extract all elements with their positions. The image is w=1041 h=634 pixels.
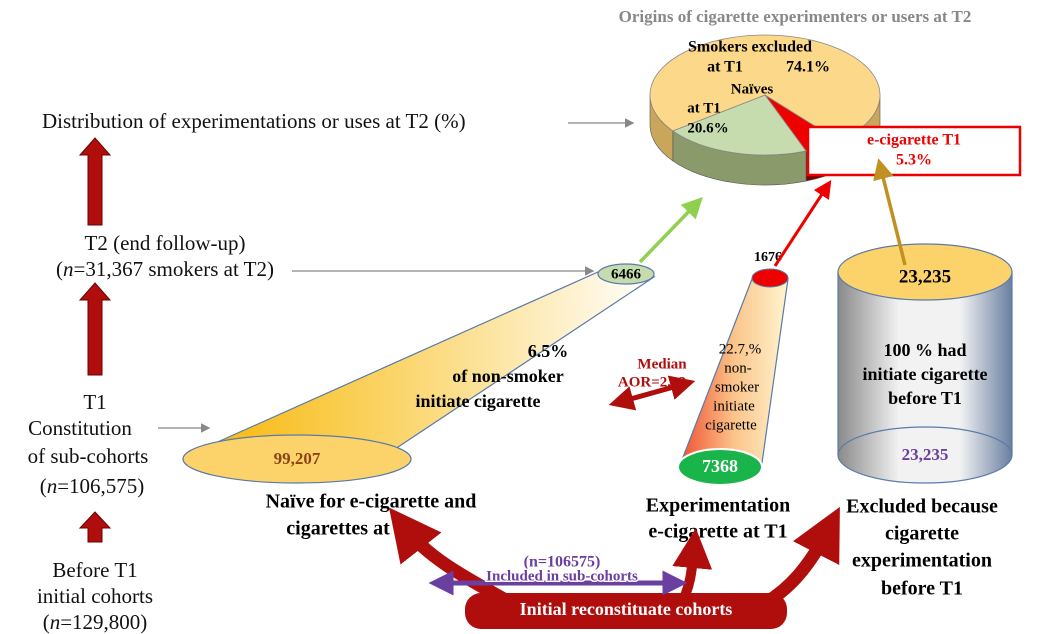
count: 7368 bbox=[702, 456, 738, 476]
caption: experimentation bbox=[852, 550, 992, 572]
cone-text: initiate cigarette bbox=[415, 391, 540, 411]
timeline-label: Constitution bbox=[28, 416, 132, 440]
slice-value: 5.3% bbox=[896, 152, 932, 169]
count: 23,235 bbox=[902, 445, 949, 464]
timeline-label: Distribution of experimentations or uses… bbox=[42, 109, 466, 133]
slice-label: e-cigarette T1 bbox=[867, 132, 961, 149]
cone-top bbox=[752, 269, 788, 287]
diagram: Origins of cigarette experimenters or us… bbox=[0, 0, 1041, 634]
cylinder-text: 100 % had bbox=[883, 340, 966, 360]
up-arrow bbox=[80, 512, 110, 542]
timeline-label: T2 (end follow-up) bbox=[85, 231, 246, 255]
slice-label: 20.6% bbox=[687, 120, 728, 136]
pie-title: Origins of cigarette experimenters or us… bbox=[619, 7, 972, 26]
text-part: n bbox=[47, 474, 58, 498]
cone-text: non- bbox=[724, 360, 752, 376]
included-label: Included in sub-cohorts bbox=[486, 568, 638, 584]
text-part: ( bbox=[43, 610, 50, 634]
slice-label: 74.1% bbox=[786, 59, 830, 76]
arrow bbox=[640, 202, 698, 262]
timeline-label: (n=31,367 smokers at T2) bbox=[56, 257, 274, 281]
cone-text: initiate bbox=[713, 398, 755, 414]
caption: Experimentation bbox=[646, 495, 790, 517]
caption: e-cigarette at T1 bbox=[648, 521, 787, 543]
timeline-label: initial cohorts bbox=[37, 584, 153, 608]
cone-text: cigarette bbox=[705, 417, 757, 433]
slice-label: Smokers excluded bbox=[688, 39, 812, 56]
caption: cigarettes at T1 bbox=[286, 518, 417, 540]
text-part: n bbox=[63, 257, 74, 281]
timeline-label: (n=129,800) bbox=[43, 610, 148, 634]
count: 6466 bbox=[611, 266, 642, 282]
banner-text: Initial reconstituate cohorts bbox=[520, 599, 733, 619]
text-part: ( bbox=[40, 474, 47, 498]
text-part: =129,800) bbox=[60, 610, 147, 634]
caption: before T1 bbox=[881, 578, 963, 600]
caption: cigarette bbox=[885, 523, 959, 545]
arrow bbox=[775, 185, 828, 266]
cone-text: 22.7,% bbox=[719, 341, 762, 357]
text-part: =106,575) bbox=[57, 474, 144, 498]
text-part: ( bbox=[56, 257, 63, 281]
slice-label: at T1 bbox=[687, 100, 720, 116]
up-arrow bbox=[80, 283, 110, 375]
cone bbox=[184, 272, 654, 457]
timeline-label: (n=106,575) bbox=[40, 474, 145, 498]
cone-text: smoker bbox=[715, 379, 759, 395]
median-label: Median bbox=[637, 356, 687, 372]
caption: Naïve for e-cigarette and bbox=[266, 491, 477, 513]
up-arrow bbox=[80, 138, 110, 225]
slice-label: at T1 bbox=[707, 59, 743, 76]
caption: Excluded because bbox=[846, 496, 998, 518]
cylinder-text: before T1 bbox=[888, 388, 962, 408]
text-part: =31,367 smokers at T2) bbox=[74, 257, 274, 281]
slice-label: Naïves bbox=[731, 81, 774, 97]
timeline-label: of sub-cohorts bbox=[28, 444, 149, 468]
cone-text: of non-smoker bbox=[452, 366, 564, 386]
count: 99,207 bbox=[274, 449, 321, 468]
cylinder-text: initiate cigarette bbox=[862, 364, 987, 384]
count: 23,235 bbox=[899, 266, 951, 287]
timeline-label: T1 bbox=[83, 390, 106, 414]
timeline-label: Before T1 bbox=[52, 558, 137, 582]
text-part: n bbox=[50, 610, 61, 634]
cone-text: 6.5% bbox=[528, 341, 569, 361]
